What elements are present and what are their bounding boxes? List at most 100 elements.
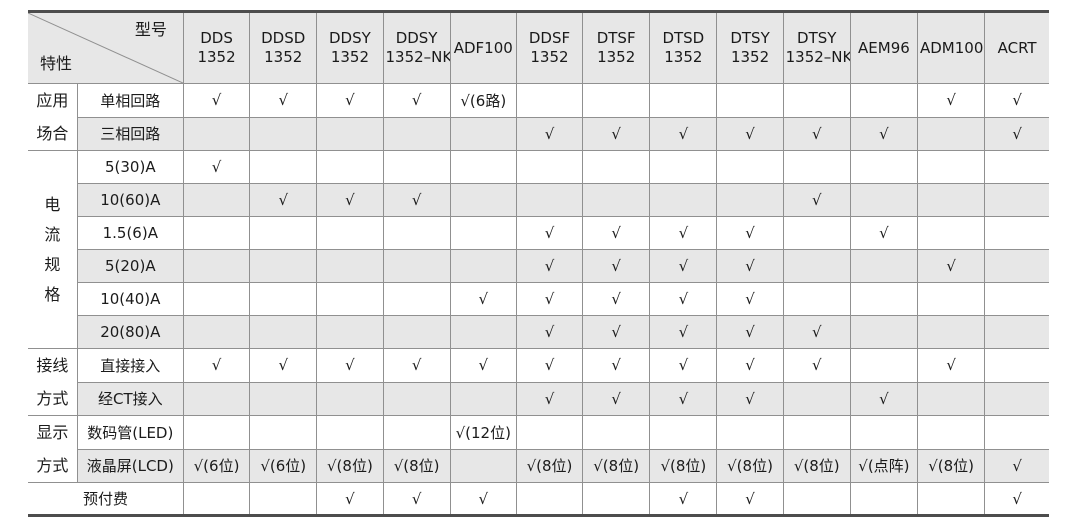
empty-cell (449, 315, 517, 349)
check-cell: √ (916, 83, 986, 118)
check-cell: √ (716, 482, 784, 516)
check-cell: √ (649, 348, 718, 383)
empty-cell (916, 415, 986, 450)
empty-cell (382, 282, 451, 316)
empty-cell (249, 415, 318, 450)
empty-cell (249, 150, 318, 184)
check-cell: √(8位) (316, 448, 384, 483)
table-row: 接线 方式 直接接入 √ √ √ √ √ √ √ √ √ √ √ (28, 348, 1049, 416)
model-header-dds-1352: DDS 1352 (182, 11, 251, 84)
table-row: 经CT接入 √ √ √ √ √ (28, 381, 1049, 416)
check-cell: √ (716, 282, 784, 316)
check-cell: √ (716, 116, 784, 151)
check-cell: √ (515, 315, 584, 349)
check-cell: √(6路) (449, 83, 517, 118)
empty-cell (182, 482, 251, 516)
feature-label: 20(80)A (76, 315, 184, 349)
empty-cell (984, 348, 1049, 383)
table-row: 1.5(6)A √ √ √ √ √ (28, 216, 1049, 250)
empty-cell (249, 249, 318, 283)
check-cell: √ (316, 83, 384, 118)
empty-cell (649, 415, 718, 450)
empty-cell (916, 216, 986, 250)
empty-cell (849, 83, 919, 118)
check-cell: √ (849, 216, 919, 250)
table-row: 液晶屏(LCD) √(6位) √(6位) √(8位) √(8位) √(8位) √(8位) √(… (28, 448, 1049, 483)
empty-cell (782, 415, 851, 450)
empty-cell (182, 216, 251, 250)
empty-cell (582, 183, 651, 217)
empty-cell (716, 183, 784, 217)
empty-cell (582, 415, 651, 450)
check-cell: √ (182, 83, 251, 118)
table-row: 20(80)A √ √ √ √ √ (28, 315, 1049, 349)
empty-cell (916, 482, 986, 516)
check-cell: √ (582, 348, 651, 383)
empty-cell (984, 415, 1049, 450)
check-cell: √ (582, 216, 651, 250)
empty-cell (916, 116, 986, 151)
corner-cell: 型号 特性 (28, 11, 184, 84)
table-row: 三相回路 √ √ √ √ √ √ √ (28, 116, 1049, 151)
check-cell: √ (649, 116, 718, 151)
check-cell: √ (782, 183, 851, 217)
table-row: 应用 场合 单相回路 √ √ √ √ √(6路) √ √ (28, 83, 1049, 151)
model-header-ddsf-1352: DDSF 1352 (515, 11, 584, 84)
check-cell: √(8位) (382, 448, 451, 483)
check-cell: √ (782, 116, 851, 151)
empty-cell (382, 150, 451, 184)
empty-cell (449, 183, 517, 217)
check-cell: √ (382, 482, 451, 516)
empty-cell (449, 448, 517, 483)
corner-label-feature: 特性 (40, 54, 73, 73)
empty-cell (849, 282, 919, 316)
empty-cell (649, 83, 718, 118)
check-cell: √ (382, 83, 451, 118)
check-cell: √ (716, 348, 784, 383)
check-cell: √(6位) (182, 448, 251, 483)
empty-cell (316, 216, 384, 250)
empty-cell (449, 216, 517, 250)
group-label: 电流规格 (28, 150, 78, 349)
empty-cell (782, 482, 851, 516)
check-cell: √ (849, 116, 919, 151)
table-row: 电流规格 5(30)A √ (28, 150, 1049, 349)
empty-cell (316, 150, 384, 184)
empty-cell (382, 315, 451, 349)
check-cell: √(8位) (649, 448, 718, 483)
empty-cell (316, 315, 384, 349)
empty-cell (382, 415, 451, 450)
check-cell: √(8位) (515, 448, 584, 483)
check-cell: √ (449, 348, 517, 383)
empty-cell (316, 249, 384, 283)
model-header-dtsy-1352–nk: DTSY 1352–NK (782, 11, 851, 84)
empty-cell (515, 415, 584, 450)
check-cell: √(12位) (449, 415, 517, 450)
empty-cell (515, 482, 584, 516)
model-header-aem96: AEM96 (849, 11, 919, 84)
check-cell: √(8位) (582, 448, 651, 483)
empty-cell (849, 150, 919, 184)
feature-label: 1.5(6)A (76, 216, 184, 250)
empty-cell (449, 381, 517, 416)
empty-cell (182, 381, 251, 416)
check-cell: √ (984, 448, 1049, 483)
check-cell: √ (515, 249, 584, 283)
feature-label: 直接接入 (76, 348, 184, 383)
check-cell: √ (849, 381, 919, 416)
empty-cell (849, 348, 919, 383)
check-cell: √(8位) (782, 448, 851, 483)
empty-cell (182, 249, 251, 283)
check-cell: √ (316, 183, 384, 217)
group-label: 应用 场合 (28, 83, 78, 151)
feature-label: 三相回路 (76, 116, 184, 151)
check-cell: √ (916, 249, 986, 283)
empty-cell (916, 282, 986, 316)
table-row: 预付费 √ √ √ √ √ √ (28, 482, 1049, 516)
empty-cell (716, 415, 784, 450)
check-cell: √ (649, 381, 718, 416)
empty-cell (316, 116, 384, 151)
empty-cell (782, 282, 851, 316)
empty-cell (649, 183, 718, 217)
